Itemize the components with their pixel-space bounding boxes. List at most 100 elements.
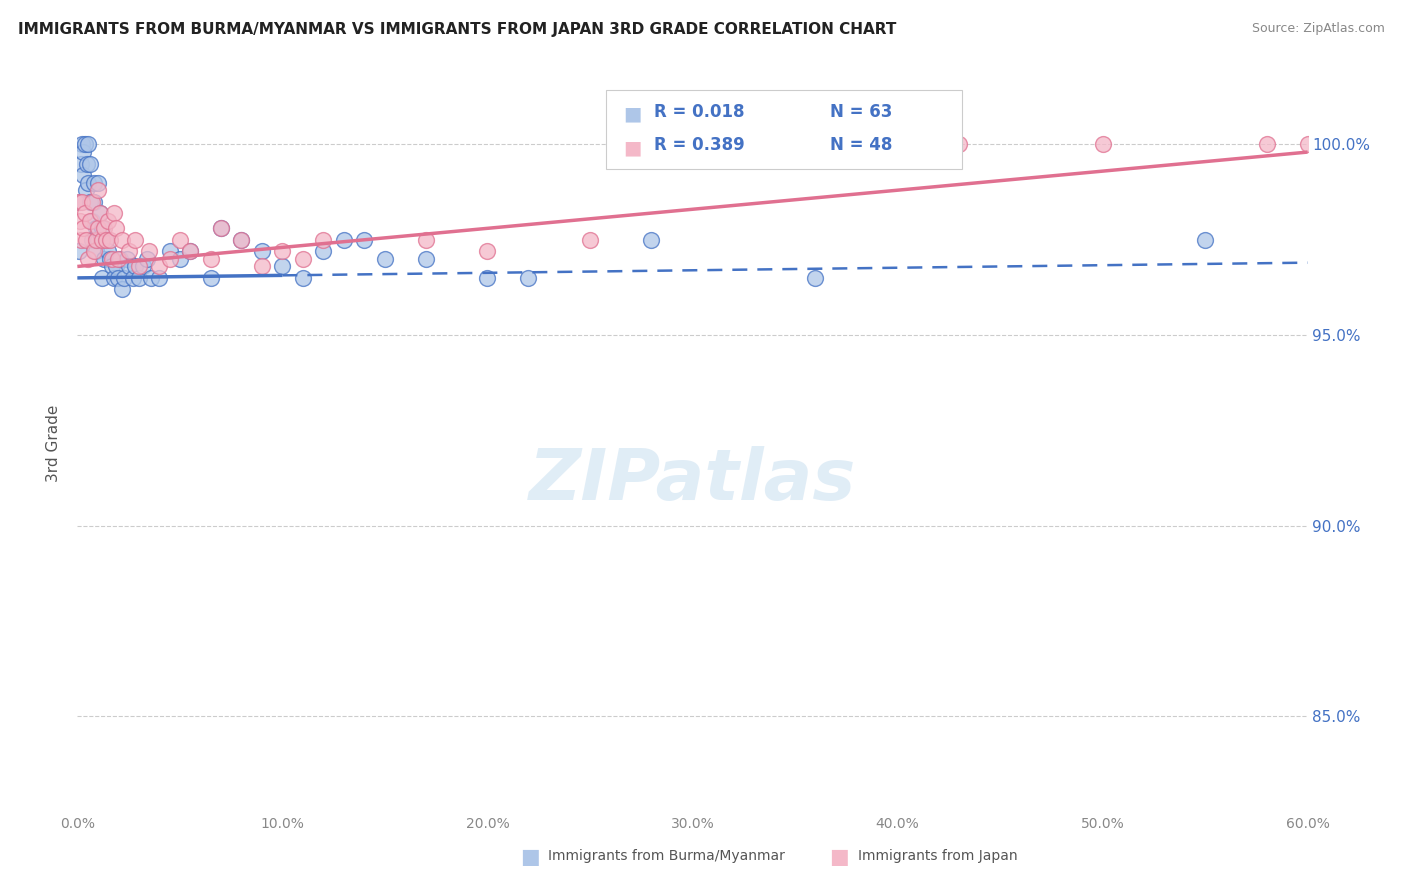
Point <box>1194 233 1216 247</box>
Point <box>159 244 181 259</box>
Point <box>415 252 437 266</box>
Point <box>200 271 222 285</box>
Point <box>93 252 115 266</box>
Point <box>90 271 114 285</box>
Point <box>107 271 129 285</box>
Point <box>70 156 93 170</box>
Point <box>89 206 111 220</box>
Point <box>477 271 499 285</box>
Text: R = 0.389: R = 0.389 <box>654 136 745 154</box>
Point <box>72 221 94 235</box>
Point <box>98 233 121 247</box>
Point <box>159 252 181 266</box>
Point <box>231 233 253 247</box>
Point <box>209 221 232 235</box>
Point <box>67 244 90 259</box>
Point <box>124 233 146 247</box>
Point <box>804 271 827 285</box>
Point <box>179 244 201 259</box>
Point <box>312 233 335 247</box>
Point <box>97 244 120 259</box>
Point <box>69 213 91 227</box>
Text: ZIPatlas: ZIPatlas <box>529 446 856 515</box>
Point <box>72 168 94 182</box>
Text: Immigrants from Burma/Myanmar: Immigrants from Burma/Myanmar <box>548 848 785 863</box>
Point <box>72 194 94 209</box>
Point <box>128 260 150 274</box>
Point <box>89 206 111 220</box>
Point <box>72 137 94 152</box>
Point <box>87 221 110 235</box>
Point <box>79 213 101 227</box>
Point <box>111 282 134 296</box>
Point <box>103 271 125 285</box>
Point <box>84 244 107 259</box>
Point <box>333 233 356 247</box>
Point <box>640 233 662 247</box>
Point <box>117 260 139 274</box>
Point <box>97 213 120 227</box>
Point <box>179 244 201 259</box>
Point <box>271 244 294 259</box>
Point <box>250 244 273 259</box>
Point <box>94 233 117 247</box>
Text: Source: ZipAtlas.com: Source: ZipAtlas.com <box>1251 22 1385 36</box>
Point <box>114 271 136 285</box>
Point <box>128 271 150 285</box>
Point <box>67 194 90 209</box>
Point <box>75 183 97 197</box>
Text: Immigrants from Japan: Immigrants from Japan <box>858 848 1018 863</box>
Point <box>87 183 110 197</box>
Text: ■: ■ <box>830 847 849 867</box>
Point <box>101 252 124 266</box>
Point <box>83 176 105 190</box>
Point <box>93 221 115 235</box>
Text: IMMIGRANTS FROM BURMA/MYANMAR VS IMMIGRANTS FROM JAPAN 3RD GRADE CORRELATION CHA: IMMIGRANTS FROM BURMA/MYANMAR VS IMMIGRA… <box>18 22 897 37</box>
Point <box>80 194 103 209</box>
Point <box>517 271 540 285</box>
Point <box>1091 137 1114 152</box>
Point <box>374 252 396 266</box>
Point <box>111 233 134 247</box>
Point <box>73 137 96 152</box>
Point <box>73 206 96 220</box>
Point <box>105 221 128 235</box>
Point <box>231 233 253 247</box>
Text: N = 48: N = 48 <box>830 136 891 154</box>
Point <box>138 244 160 259</box>
Point <box>291 252 314 266</box>
Point <box>477 244 499 259</box>
Point <box>72 145 94 159</box>
Point <box>110 252 132 266</box>
Point <box>107 252 129 266</box>
Point <box>76 137 98 152</box>
Point <box>1256 137 1278 152</box>
Point <box>148 271 170 285</box>
Point <box>291 271 314 285</box>
Point <box>83 194 105 209</box>
Point <box>148 260 170 274</box>
Text: ■: ■ <box>623 104 641 123</box>
Point <box>124 260 146 274</box>
Point <box>136 252 159 266</box>
Point <box>103 206 125 220</box>
Point <box>132 260 155 274</box>
Point <box>169 233 191 247</box>
Text: ■: ■ <box>520 847 540 867</box>
Point <box>76 156 98 170</box>
Point <box>845 137 868 152</box>
Point <box>271 260 294 274</box>
Point <box>76 176 98 190</box>
Point <box>948 137 970 152</box>
Y-axis label: 3rd Grade: 3rd Grade <box>46 405 62 483</box>
Text: R = 0.018: R = 0.018 <box>654 103 744 120</box>
Text: N = 63: N = 63 <box>830 103 891 120</box>
Point <box>121 271 143 285</box>
Point <box>579 233 602 247</box>
Point <box>79 194 101 209</box>
Point <box>312 244 335 259</box>
Point <box>75 233 97 247</box>
Point <box>76 252 98 266</box>
Point <box>415 233 437 247</box>
Point <box>200 252 222 266</box>
